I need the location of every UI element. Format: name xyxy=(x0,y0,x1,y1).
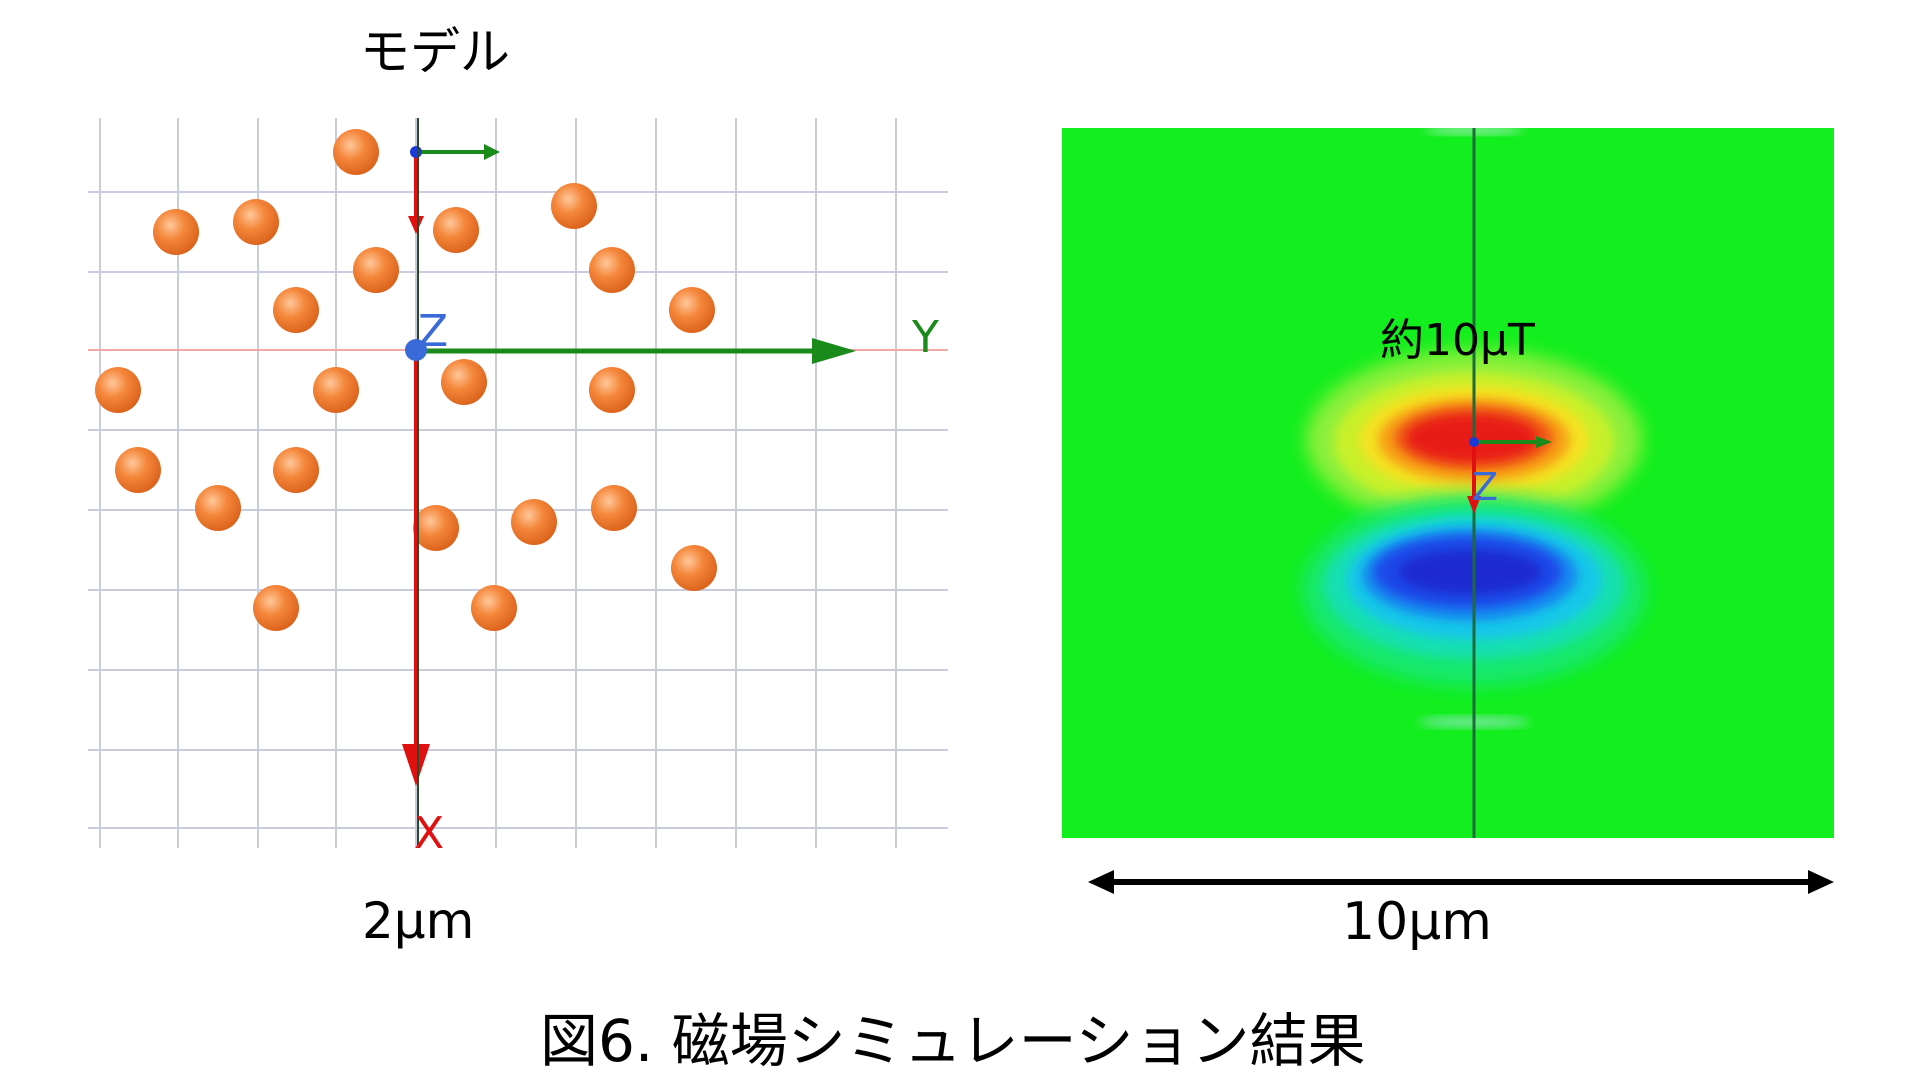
field-y-arrow xyxy=(1536,436,1552,448)
particle xyxy=(591,485,637,531)
particle xyxy=(551,183,597,229)
field-origin-dot xyxy=(1469,437,1479,447)
field-peak-label: 約10μT xyxy=(1380,315,1535,366)
particle xyxy=(413,505,459,551)
particle xyxy=(95,367,141,413)
particle xyxy=(441,359,487,405)
particle xyxy=(589,367,635,413)
field-panel: Z xyxy=(1062,128,1834,894)
particle xyxy=(313,367,359,413)
particle xyxy=(671,545,717,591)
small-y-arrow xyxy=(484,144,500,160)
particles xyxy=(95,129,717,631)
y-axis-label: Y xyxy=(911,312,939,363)
particle xyxy=(253,585,299,631)
particle xyxy=(511,499,557,545)
small-origin-dot xyxy=(410,146,422,158)
y-axis-arrow xyxy=(812,338,856,364)
particle xyxy=(273,447,319,493)
particle xyxy=(589,247,635,293)
x-axis-arrow xyxy=(402,744,430,786)
particle xyxy=(471,585,517,631)
particle xyxy=(233,199,279,245)
field-scale-arrow-right xyxy=(1808,870,1834,894)
model-panel: Y X Z xyxy=(88,118,948,859)
model-scale-label: 2μm xyxy=(362,892,475,950)
model-grid-background xyxy=(88,118,948,848)
figure-caption: 図6. 磁場シミュレーション結果 xyxy=(540,1007,1366,1075)
x-axis-label: X xyxy=(414,808,444,859)
model-title: モデル xyxy=(360,23,510,81)
particle xyxy=(353,247,399,293)
particle xyxy=(273,287,319,333)
origin-dot xyxy=(405,339,427,361)
particle xyxy=(333,129,379,175)
particle xyxy=(195,485,241,531)
particle xyxy=(115,447,161,493)
field-x-arrow xyxy=(1467,496,1481,514)
particle xyxy=(153,209,199,255)
field-scale-label: 10μm xyxy=(1342,892,1492,952)
z-axis-label: Z xyxy=(418,306,448,357)
field-z-label: Z xyxy=(1472,465,1498,509)
field-scale-arrow-left xyxy=(1088,870,1114,894)
small-x-arrow xyxy=(408,216,424,234)
particle xyxy=(433,207,479,253)
particle xyxy=(669,287,715,333)
